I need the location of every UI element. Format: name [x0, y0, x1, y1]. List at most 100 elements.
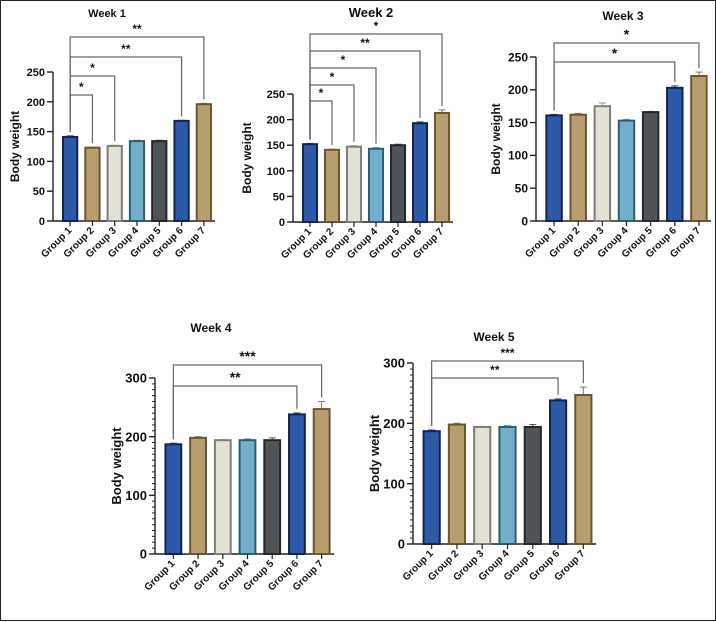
significance-bracket: [309, 33, 443, 140]
y-tick-label: 300: [125, 371, 147, 386]
significance-label: *: [319, 86, 324, 100]
y-tick-label: 100: [27, 156, 45, 168]
significance-label: ***: [500, 346, 514, 360]
y-tick-label: 200: [27, 97, 45, 109]
y-axis-label: Body weight: [8, 111, 22, 182]
y-tick-label: 0: [39, 216, 45, 228]
bar-group-7: [312, 408, 331, 555]
y-tick-label: 100: [383, 476, 405, 491]
bar-group-3: [106, 144, 123, 223]
significance-bracket: [172, 385, 298, 440]
bar-group-3: [213, 439, 232, 556]
bar-group-6: [288, 413, 306, 555]
significance-label: ***: [239, 348, 256, 364]
significance-label: *: [90, 61, 95, 75]
significance-bracket: [69, 36, 205, 132]
bar-group-7: [690, 75, 708, 222]
significance-label: **: [132, 22, 142, 36]
significance-bracket: [172, 364, 323, 440]
significance-label: **: [230, 369, 241, 385]
significance-bracket: [553, 61, 676, 111]
y-tick-label: 100: [508, 149, 528, 163]
y-tick-label: 0: [521, 214, 528, 228]
chart-title: Week 1: [88, 8, 126, 20]
significance-label: *: [79, 80, 84, 94]
bar-group-1: [164, 443, 183, 555]
y-tick-label: 200: [383, 416, 405, 431]
y-tick-label: 0: [279, 217, 285, 229]
bar-group-3: [345, 145, 363, 223]
bar-group-3: [473, 425, 492, 546]
bar-group-3: [593, 105, 612, 222]
bar-group-4: [498, 425, 517, 546]
significance-bracket: [309, 50, 421, 140]
significance-bracket: [309, 100, 333, 146]
significance-bracket: [309, 67, 377, 144]
y-tick-label: 150: [267, 140, 285, 152]
bar-group-2: [323, 148, 341, 223]
significance-label: *: [624, 26, 630, 42]
bar-group-2: [447, 423, 467, 546]
y-axis-label: Body weight: [367, 414, 382, 492]
bar-group-5: [641, 111, 660, 222]
y-axis-label: Body weight: [240, 122, 254, 193]
y-axis-label: Body weight: [489, 103, 503, 174]
bar-group-2: [569, 113, 587, 222]
bar-group-1: [545, 114, 563, 222]
y-tick-label: 250: [508, 50, 528, 64]
significance-label: **: [121, 42, 131, 56]
bar-group-4: [367, 147, 385, 223]
y-tick-label: 50: [273, 191, 285, 203]
y-tick-label: 100: [267, 166, 285, 178]
y-tick-label: 250: [27, 67, 45, 79]
bar-group-6: [548, 399, 568, 546]
significance-label: *: [612, 45, 618, 61]
significance-bracket: [69, 56, 183, 132]
y-tick-label: 250: [267, 89, 285, 101]
significance-bracket: [431, 377, 559, 426]
y-tick-label: 50: [33, 186, 45, 198]
y-tick-label: 50: [515, 182, 529, 196]
significance-label: *: [341, 53, 346, 67]
y-tick-label: 150: [27, 127, 45, 139]
bar-group-7: [433, 111, 451, 223]
chart-title: Week 2: [349, 5, 394, 20]
bar-group-1: [301, 143, 319, 223]
bar-group-2: [84, 146, 101, 222]
bar-group-1: [422, 430, 441, 545]
chart-title: Week 3: [602, 9, 643, 23]
y-tick-label: 100: [125, 488, 147, 503]
bar-group-6: [411, 122, 429, 223]
y-tick-label: 200: [267, 115, 285, 127]
significance-label: *: [330, 70, 335, 84]
bar-group-4: [128, 140, 146, 222]
significance-bracket: [431, 360, 584, 426]
bar-group-6: [666, 86, 684, 222]
bar-group-5: [523, 425, 542, 546]
significance-label: **: [490, 363, 500, 377]
y-tick-label: 200: [508, 83, 528, 97]
y-tick-label: 0: [398, 537, 405, 552]
significance-label: *: [374, 19, 379, 33]
bar-group-4: [617, 119, 636, 222]
bar-group-7: [574, 393, 593, 545]
chart-title: Week 4: [190, 321, 231, 335]
y-tick-label: 150: [508, 116, 528, 130]
significance-bracket: [553, 42, 700, 111]
bar-group-1: [62, 135, 79, 223]
y-tick-label: 0: [140, 547, 147, 562]
bar-group-4: [238, 439, 257, 556]
bar-group-2: [189, 436, 207, 555]
bar-group-6: [173, 119, 190, 222]
bar-group-5: [389, 144, 407, 223]
y-axis-label: Body weight: [109, 427, 124, 505]
bar-group-5: [151, 140, 168, 222]
significance-label: **: [360, 36, 370, 50]
